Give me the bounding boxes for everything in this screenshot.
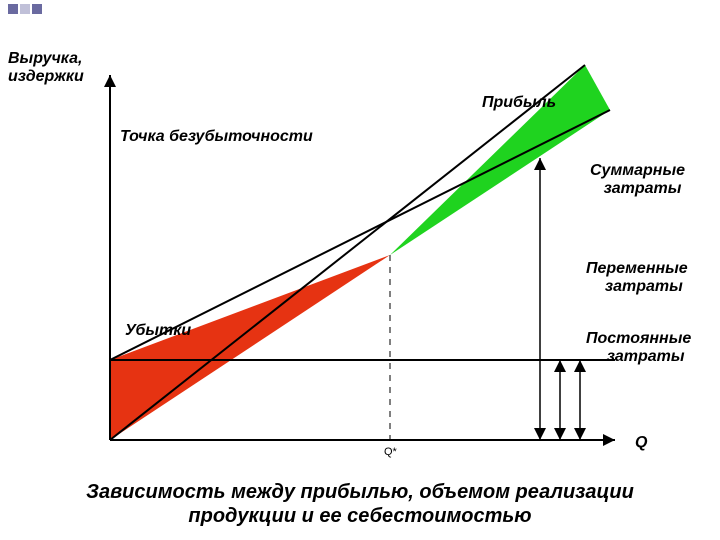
breakeven-label: Точка безубыточности (120, 128, 313, 146)
bullet-icon (8, 4, 18, 14)
chart-caption: Зависимость между прибылью, объемом реал… (0, 480, 720, 528)
total-cost-label: Суммарные затраты (590, 162, 685, 198)
bullet-icon (32, 4, 42, 14)
q-star-tick: Q* (384, 446, 397, 458)
loss-label: Убытки (125, 322, 191, 340)
page-root: Выручка, издержки Точка безубыточности П… (0, 0, 720, 540)
profit-label: Прибыль (482, 94, 556, 112)
break-even-chart: Выручка, издержки Точка безубыточности П… (20, 50, 710, 470)
y-axis-label: Выручка, издержки (8, 50, 84, 86)
variable-cost-label: Переменные затраты (586, 260, 688, 296)
bullet-icon (20, 4, 30, 14)
x-axis-label: Q (635, 434, 647, 452)
slide-bullets (8, 4, 42, 14)
fixed-cost-label: Постоянные затраты (586, 330, 691, 366)
